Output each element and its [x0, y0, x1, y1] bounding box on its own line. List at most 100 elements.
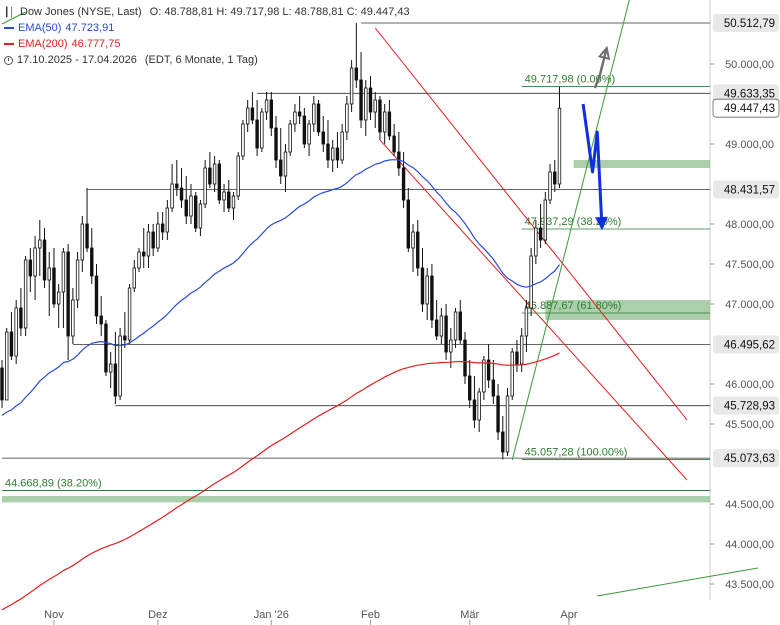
price-label-box [712, 98, 780, 118]
candle-body [439, 315, 444, 337]
candle-body [250, 107, 255, 121]
candle-body [279, 159, 283, 177]
candle-body [142, 251, 146, 257]
candle-body [0, 367, 4, 401]
candle-body [127, 287, 132, 341]
candle-body [108, 363, 113, 373]
price-label: 50.512,79 [724, 18, 775, 30]
candle-body [151, 231, 155, 249]
support-zone [545, 300, 710, 320]
candle-body [104, 323, 108, 373]
candle-body [38, 239, 42, 249]
fib-level-label: 46.887,67 (61.80%) [525, 300, 622, 312]
price-label-box [713, 396, 779, 415]
candle-body [170, 183, 174, 209]
candle-body [113, 363, 118, 397]
candle-body [217, 163, 222, 201]
candle-body [94, 275, 99, 317]
candle-body [222, 191, 226, 201]
support-zone [2, 496, 710, 503]
candle-body [534, 227, 538, 257]
candle-body [255, 119, 259, 149]
price-label: 49.447,43 [724, 103, 775, 115]
support-zone [573, 160, 710, 168]
candle-body [468, 375, 472, 401]
candle-body [80, 223, 85, 261]
candle-body [406, 199, 410, 249]
channel-line [374, 27, 688, 421]
candle-body [349, 67, 354, 105]
legend-main-label: Dow Jones (NYSE, Last) [20, 6, 142, 18]
candle-body [132, 267, 136, 289]
legend-period: 17.10.2025 - 17.04.2026 [17, 54, 137, 66]
candle-body [85, 223, 89, 249]
candle-body [269, 99, 273, 129]
trendline [511, 0, 630, 461]
candle-body [288, 123, 292, 153]
candle-body [434, 319, 439, 337]
ema200-swatch [4, 43, 14, 45]
candle-body [477, 391, 481, 421]
candle-body [179, 187, 184, 201]
candle-body [118, 335, 122, 397]
candle-body [156, 223, 160, 249]
candle-body [208, 167, 212, 185]
candle-body [198, 203, 203, 229]
candle-body [491, 379, 496, 397]
candle-body [472, 399, 477, 421]
legend-ema200-value: 46.777,75 [71, 38, 121, 50]
candle-body [416, 231, 420, 269]
candle-body [524, 307, 529, 337]
x-tick-label: Dez [148, 609, 168, 621]
clock-icon [4, 55, 13, 65]
price-label: 46.495,62 [724, 339, 775, 351]
candle-body [146, 231, 151, 257]
candle-body [557, 107, 562, 185]
y-tick-label: 50.000,00 [725, 59, 774, 71]
candle-body [194, 195, 198, 229]
candlestick-icon: ┃│ [4, 7, 16, 17]
candle-body [316, 103, 321, 133]
candle-body [444, 315, 448, 353]
candle-body [28, 259, 33, 277]
candle-body [71, 299, 75, 337]
candle-body [307, 123, 311, 145]
candle-body [160, 223, 165, 233]
candle-body [274, 127, 278, 161]
price-label-box [713, 335, 779, 354]
candle-body [486, 359, 491, 381]
candle-body [14, 307, 18, 357]
candle-body [99, 315, 103, 325]
candle-body [463, 339, 467, 377]
candle-body [449, 339, 453, 353]
arrow-head [595, 216, 608, 231]
candle-body [52, 267, 56, 305]
price-label: 45.728,93 [724, 401, 775, 413]
ema50-swatch [4, 27, 14, 29]
candle-body [368, 87, 373, 113]
x-tick-label: Feb [361, 609, 380, 621]
y-tick-label: 44.000,00 [725, 539, 774, 551]
candle-body [231, 195, 236, 209]
ema50-line [1, 159, 560, 416]
candle-body [553, 171, 557, 185]
candle-body [354, 67, 359, 81]
candle-body [482, 359, 486, 393]
candle-body [340, 131, 344, 161]
candle-body [241, 123, 245, 157]
candle-body [189, 195, 193, 217]
legend-period-detail: (EDT, 6 Monate, 1 Tag) [144, 54, 258, 66]
y-tick-label: 46.000,00 [725, 379, 774, 391]
y-tick-label: 47.000,00 [725, 299, 774, 311]
candle-body [453, 311, 458, 341]
candle-body [123, 335, 127, 341]
legend-ohlc: O: 48.788,81 H: 49.717,98 L: 48.788,81 C… [149, 6, 410, 18]
price-label: 48.431,57 [724, 184, 775, 196]
candle-body [184, 199, 188, 217]
candle-body [293, 111, 297, 125]
candle-body [9, 331, 14, 357]
candle-body [496, 395, 500, 433]
candle-body [42, 239, 47, 281]
